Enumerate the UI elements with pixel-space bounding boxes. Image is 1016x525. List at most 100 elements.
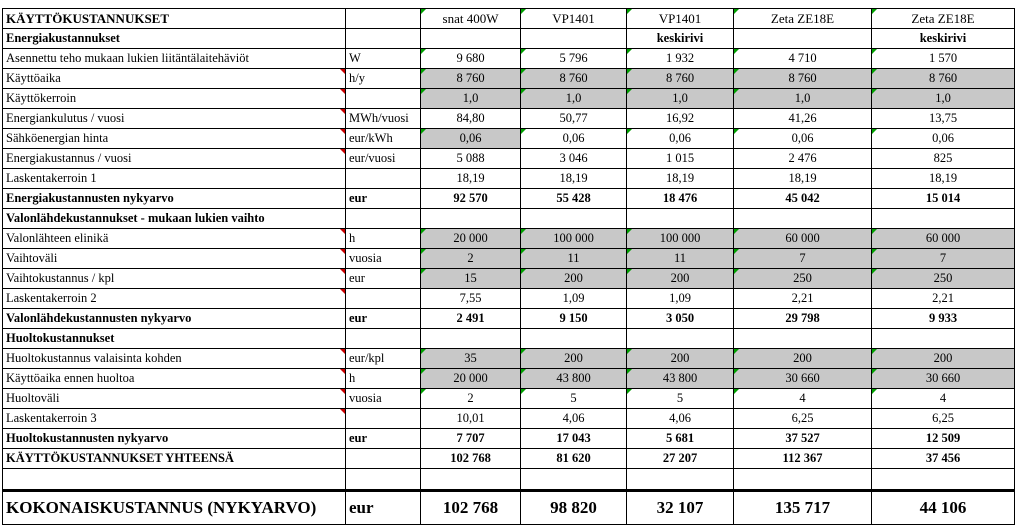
value-cell[interactable] <box>520 208 627 229</box>
value-cell[interactable]: 2 <box>420 248 521 269</box>
column-header[interactable]: Zeta ZE18E <box>871 8 1015 29</box>
value-cell[interactable]: 18,19 <box>626 168 734 189</box>
unit-cell[interactable] <box>345 448 421 469</box>
value-cell[interactable] <box>626 208 734 229</box>
value-cell[interactable]: 35 <box>420 348 521 369</box>
unit-cell[interactable]: eur <box>345 428 421 449</box>
row-label[interactable]: Valonlähteen elinikä <box>2 228 346 249</box>
unit-cell[interactable]: eur/kpl <box>345 348 421 369</box>
value-cell[interactable]: 1,0 <box>626 88 734 109</box>
value-cell[interactable]: 200 <box>733 348 872 369</box>
unit-cell[interactable]: W <box>345 48 421 69</box>
value-cell[interactable]: 5 681 <box>626 428 734 449</box>
value-cell[interactable]: 43 800 <box>626 368 734 389</box>
unit-cell[interactable]: eur <box>345 268 421 289</box>
unit-cell[interactable]: h <box>345 228 421 249</box>
value-cell[interactable]: 7 <box>871 248 1015 269</box>
total-value[interactable]: 102 768 <box>420 489 521 525</box>
value-cell[interactable]: 18,19 <box>520 168 627 189</box>
unit-cell[interactable]: eur/vuosi <box>345 148 421 169</box>
value-cell[interactable]: 13,75 <box>871 108 1015 129</box>
row-label[interactable]: Laskentakerroin 2 <box>2 288 346 309</box>
value-cell[interactable]: 18 476 <box>626 188 734 209</box>
unit-cell[interactable]: eur <box>345 188 421 209</box>
column-header[interactable]: VP1401 <box>626 8 734 29</box>
value-cell[interactable]: 0,06 <box>733 128 872 149</box>
value-cell[interactable] <box>520 328 627 349</box>
value-cell[interactable]: 0,06 <box>520 128 627 149</box>
column-header[interactable]: snat 400W <box>420 8 521 29</box>
value-cell[interactable] <box>626 328 734 349</box>
value-cell[interactable]: 3 046 <box>520 148 627 169</box>
value-cell[interactable]: 200 <box>626 348 734 369</box>
row-label[interactable]: Vaihtokustannus / kpl <box>2 268 346 289</box>
value-cell[interactable]: 4 <box>733 388 872 409</box>
value-cell[interactable]: 50,77 <box>520 108 627 129</box>
value-cell[interactable]: 4,06 <box>520 408 627 429</box>
value-cell[interactable]: 37 527 <box>733 428 872 449</box>
value-cell[interactable]: 84,80 <box>420 108 521 129</box>
value-cell[interactable]: 17 043 <box>520 428 627 449</box>
value-cell[interactable]: 10,01 <box>420 408 521 429</box>
value-cell[interactable]: 200 <box>520 348 627 369</box>
sub-header-cell[interactable] <box>733 28 872 49</box>
unit-cell[interactable] <box>345 288 421 309</box>
value-cell[interactable]: 0,06 <box>626 128 734 149</box>
row-label[interactable]: Energiankulutus / vuosi <box>2 108 346 129</box>
value-cell[interactable]: 4 710 <box>733 48 872 69</box>
unit-cell[interactable] <box>345 408 421 429</box>
value-cell[interactable]: 9 933 <box>871 308 1015 329</box>
value-cell[interactable]: 250 <box>871 268 1015 289</box>
row-label[interactable]: Valonlähdekustannukset - mukaan lukien v… <box>2 208 346 229</box>
row-label[interactable]: Energiakustannus / vuosi <box>2 148 346 169</box>
total-label[interactable]: KOKONAISKUSTANNUS (NYKYARVO) <box>2 489 346 525</box>
row-label[interactable]: Huoltoväli <box>2 388 346 409</box>
value-cell[interactable]: 7,55 <box>420 288 521 309</box>
row-label[interactable]: KÄYTTÖKUSTANNUKSET YHTEENSÄ <box>2 448 346 469</box>
value-cell[interactable]: 29 798 <box>733 308 872 329</box>
value-cell[interactable]: 8 760 <box>626 68 734 89</box>
column-header[interactable]: Zeta ZE18E <box>733 8 872 29</box>
value-cell[interactable]: 9 150 <box>520 308 627 329</box>
value-cell[interactable]: 2,21 <box>871 288 1015 309</box>
value-cell[interactable]: 825 <box>871 148 1015 169</box>
unit-cell[interactable]: MWh/vuosi <box>345 108 421 129</box>
section-label[interactable]: Energiakustannukset <box>2 28 346 49</box>
value-cell[interactable] <box>420 208 521 229</box>
value-cell[interactable]: 9 680 <box>420 48 521 69</box>
value-cell[interactable]: 100 000 <box>520 228 627 249</box>
row-label[interactable]: Huoltokustannus valaisinta kohden <box>2 348 346 369</box>
value-cell[interactable]: 27 207 <box>626 448 734 469</box>
value-cell[interactable]: 1,0 <box>420 88 521 109</box>
value-cell[interactable]: 16,92 <box>626 108 734 129</box>
row-label[interactable]: Käyttöaika <box>2 68 346 89</box>
unit-cell[interactable] <box>345 88 421 109</box>
value-cell[interactable]: 30 660 <box>871 368 1015 389</box>
value-cell[interactable]: 18,19 <box>871 168 1015 189</box>
header-label[interactable]: KÄYTTÖKUSTANNUKSET <box>2 8 346 29</box>
value-cell[interactable]: 37 456 <box>871 448 1015 469</box>
value-cell[interactable]: 15 <box>420 268 521 289</box>
value-cell[interactable] <box>733 328 872 349</box>
value-cell[interactable] <box>871 208 1015 229</box>
value-cell[interactable]: 8 760 <box>420 68 521 89</box>
column-header[interactable]: VP1401 <box>520 8 627 29</box>
header-unit-cell[interactable] <box>345 8 421 29</box>
value-cell[interactable]: 1 015 <box>626 148 734 169</box>
value-cell[interactable]: 18,19 <box>420 168 521 189</box>
value-cell[interactable]: 60 000 <box>733 228 872 249</box>
value-cell[interactable]: 2 <box>420 388 521 409</box>
value-cell[interactable]: 92 570 <box>420 188 521 209</box>
value-cell[interactable]: 2,21 <box>733 288 872 309</box>
unit-cell[interactable]: h <box>345 368 421 389</box>
value-cell[interactable]: 5 796 <box>520 48 627 69</box>
value-cell[interactable]: 0,06 <box>871 128 1015 149</box>
value-cell[interactable]: 20 000 <box>420 368 521 389</box>
value-cell[interactable]: 200 <box>871 348 1015 369</box>
unit-cell[interactable]: h/y <box>345 68 421 89</box>
value-cell[interactable]: 1,0 <box>871 88 1015 109</box>
value-cell[interactable]: 1,0 <box>733 88 872 109</box>
value-cell[interactable]: 1,09 <box>520 288 627 309</box>
row-label[interactable]: Energiakustannusten nykyarvo <box>2 188 346 209</box>
unit-cell[interactable] <box>345 168 421 189</box>
